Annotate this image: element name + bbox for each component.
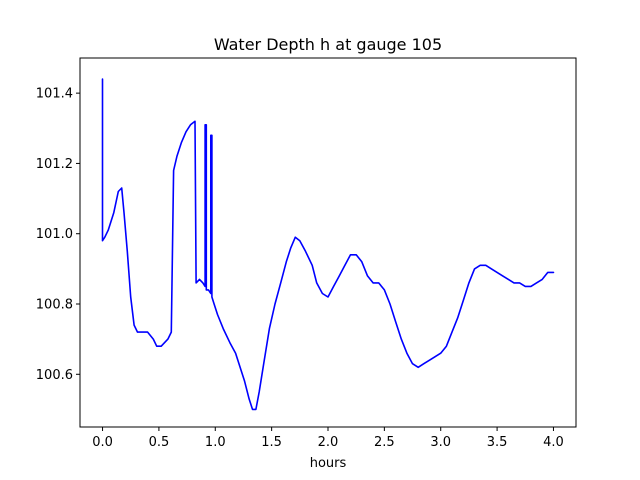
x-tick-label: 2.5 xyxy=(374,435,395,450)
series-layer xyxy=(101,78,555,411)
y-tick-label: 101.4 xyxy=(36,87,73,102)
x-tick-label: 2.0 xyxy=(318,435,339,450)
x-tick-label: 0.5 xyxy=(149,435,170,450)
y-tick-label: 101.0 xyxy=(36,227,73,242)
x-tick-label: 4.0 xyxy=(543,435,564,450)
plot-frame xyxy=(79,57,577,428)
y-axis: 100.6 100.8 101.0 101.2 101.4 xyxy=(36,87,80,383)
x-tick-label: 0.0 xyxy=(92,435,113,450)
plot-area xyxy=(80,58,576,427)
y-tick-label: 100.8 xyxy=(36,298,73,313)
y-tick-label: 101.2 xyxy=(36,157,73,172)
x-tick-label: 1.5 xyxy=(261,435,282,450)
x-tick-label: 3.5 xyxy=(487,435,508,450)
x-axis: 0.0 0.5 1.0 1.5 2.0 2.5 3.0 3.5 4.0 xyxy=(92,427,564,450)
series-line xyxy=(101,78,555,411)
y-tick-label: 100.6 xyxy=(36,368,73,383)
x-tick-label: 1.0 xyxy=(205,435,226,450)
chart-title: Water Depth h at gauge 105 xyxy=(214,35,442,54)
x-tick-label: 3.0 xyxy=(430,435,451,450)
x-axis-label: hours xyxy=(310,456,347,471)
